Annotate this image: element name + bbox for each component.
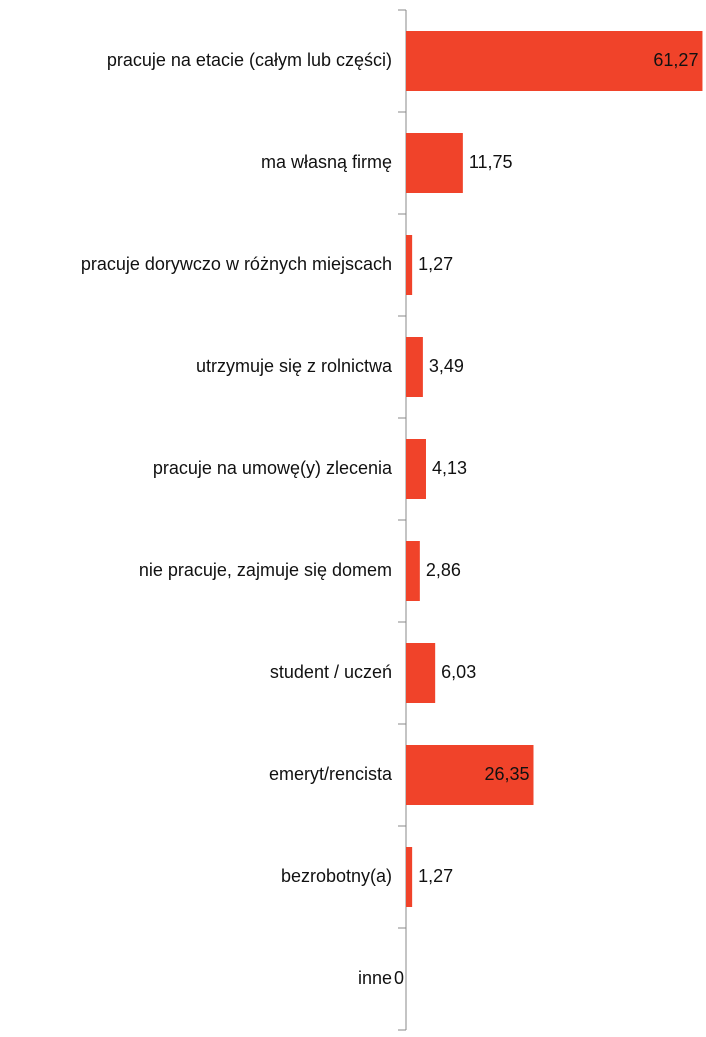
category-label: bezrobotny(a) xyxy=(281,866,392,886)
value-label: 2,86 xyxy=(426,560,461,580)
category-label: utrzymuje się z rolnictwa xyxy=(196,356,393,376)
category-label: student / uczeń xyxy=(270,662,392,682)
value-label: 0 xyxy=(394,968,404,988)
bar xyxy=(406,235,413,295)
category-label: pracuje na umowę(y) zlecenia xyxy=(153,458,393,478)
value-label: 1,27 xyxy=(418,254,453,274)
bar xyxy=(406,337,423,397)
bar xyxy=(406,439,426,499)
value-label: 61,27 xyxy=(653,50,698,70)
value-label: 11,75 xyxy=(469,152,513,172)
value-label: 4,13 xyxy=(432,458,467,478)
bar xyxy=(406,541,420,601)
bar xyxy=(406,643,436,703)
bar xyxy=(406,847,413,907)
value-label: 1,27 xyxy=(418,866,453,886)
bar xyxy=(406,31,703,91)
category-label: nie pracuje, zajmuje się domem xyxy=(139,560,392,580)
category-label: pracuje na etacie (całym lub części) xyxy=(107,50,392,70)
category-label: emeryt/rencista xyxy=(269,764,393,784)
value-label: 26,35 xyxy=(484,764,529,784)
bar xyxy=(406,745,534,805)
value-label: 3,49 xyxy=(429,356,464,376)
category-label: ma własną firmę xyxy=(261,152,392,172)
bar xyxy=(406,133,463,193)
value-label: 6,03 xyxy=(441,662,476,682)
category-label: pracuje dorywczo w różnych miejscach xyxy=(81,254,392,274)
category-label: inne xyxy=(358,968,392,988)
